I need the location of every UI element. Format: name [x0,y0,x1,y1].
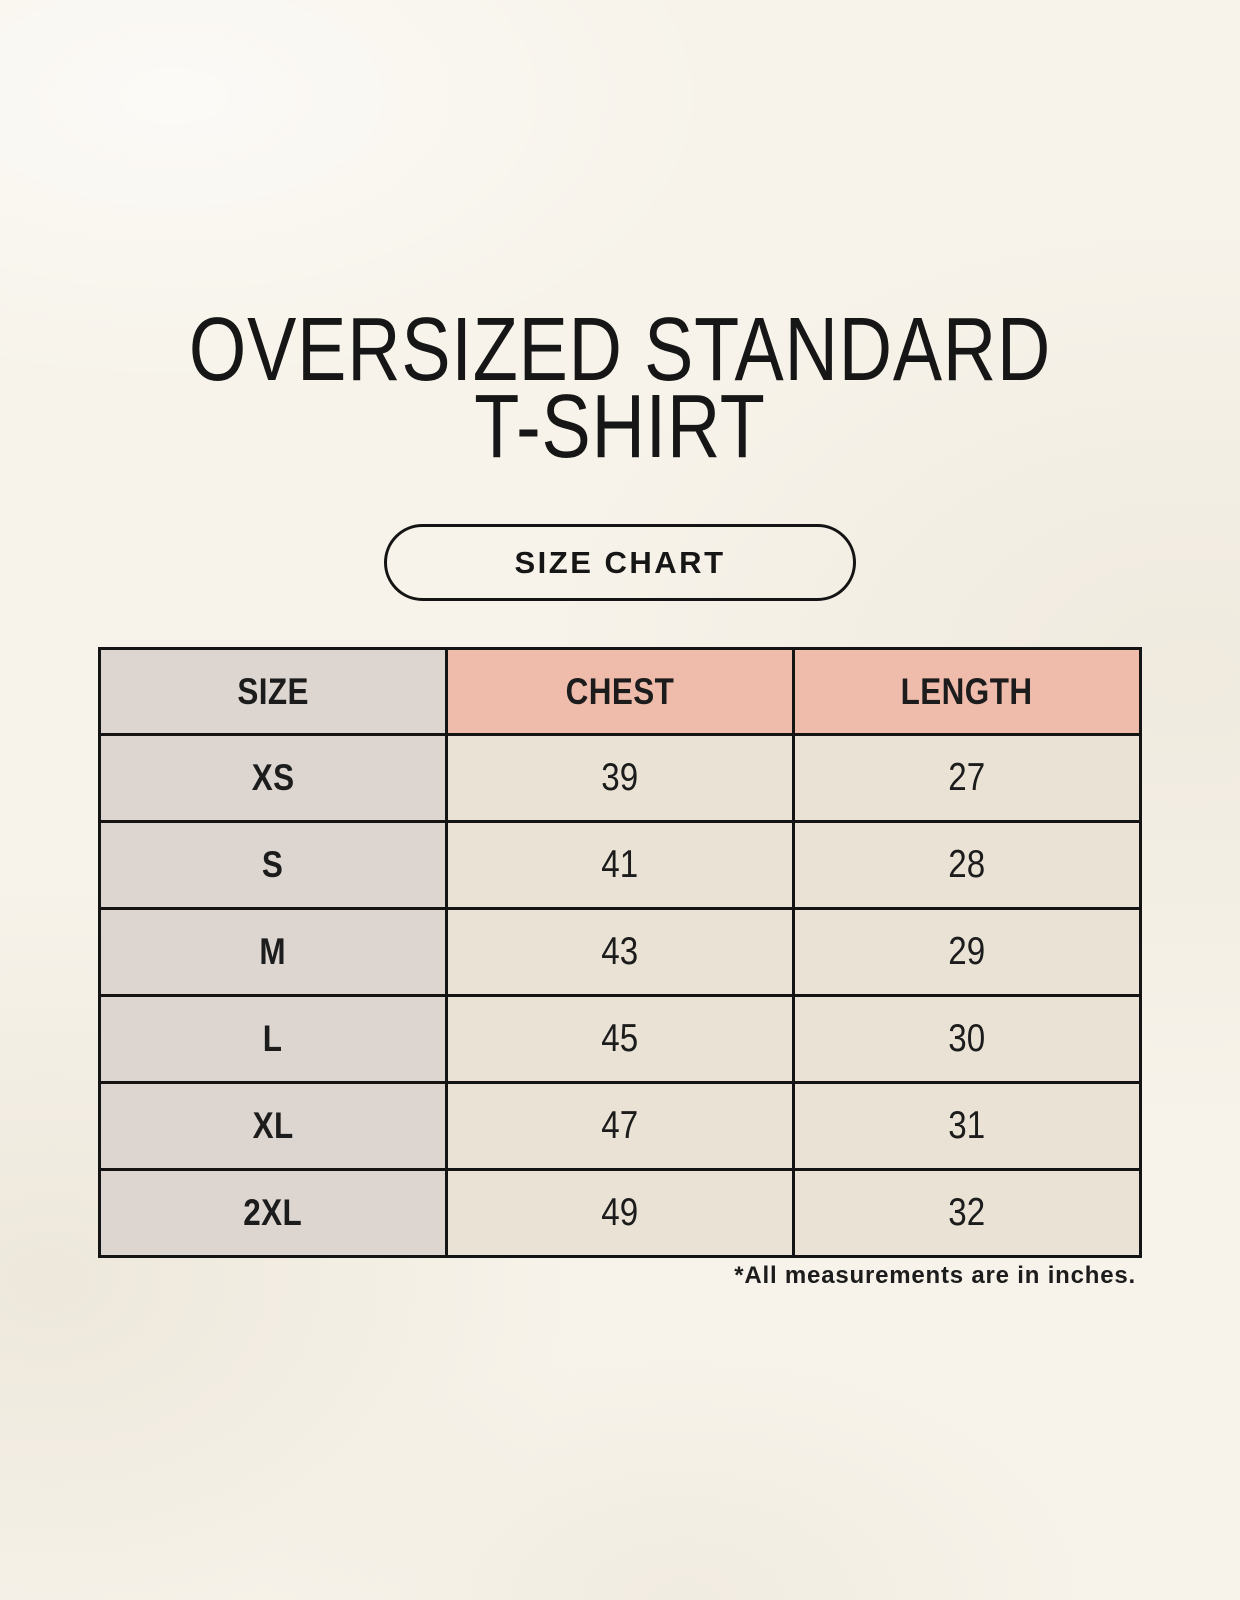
table-row-l: L 45 30 [98,994,1142,1084]
chest-cell-value: 47 [601,1104,639,1147]
length-cell-value: 31 [948,1104,986,1147]
chest-cell: 43 [445,907,795,997]
length-cell-value: 27 [948,756,986,799]
table-row-2xl: 2XL 49 32 [98,1168,1142,1258]
chest-cell-value: 45 [601,1017,639,1060]
chest-cell: 47 [445,1081,795,1171]
chest-cell-value: 39 [601,756,639,799]
length-cell: 30 [792,994,1142,1084]
size-cell-label: XL [252,1105,294,1146]
chest-cell-value: 49 [601,1191,639,1234]
length-cell: 27 [792,733,1142,823]
size-cell: XS [98,733,448,823]
table-header-row: SIZE CHEST LENGTH [98,647,1142,736]
size-cell-label: 2XL [243,1192,303,1233]
size-chart-table: SIZE CHEST LENGTH XS 39 27 S 41 28 [98,647,1142,1258]
size-chart-button[interactable]: SIZE CHART [384,524,856,601]
page-title-line2: T-SHIRT [474,377,766,477]
page-title: OVERSIZED STANDARD T-SHIRT [112,300,1129,477]
table-row-m: M 43 29 [98,907,1142,997]
column-header-length: LENGTH [792,647,1142,736]
column-header-length-label: LENGTH [901,670,1033,712]
chest-cell: 41 [445,820,795,910]
table-row-s: S 41 28 [98,820,1142,910]
size-cell-label: XS [251,757,295,798]
size-cell: M [98,907,448,997]
column-header-size: SIZE [98,647,448,736]
size-cell: S [98,820,448,910]
length-cell: 31 [792,1081,1142,1171]
length-cell-value: 32 [948,1191,986,1234]
chest-cell-value: 43 [601,930,639,973]
page-title-line1: OVERSIZED STANDARD [188,300,1052,400]
chest-cell: 49 [445,1168,795,1258]
column-header-chest: CHEST [445,647,795,736]
column-header-size-label: SIZE [237,670,309,712]
length-cell-value: 29 [948,930,986,973]
chest-cell: 39 [445,733,795,823]
length-cell: 28 [792,820,1142,910]
size-cell-label: S [262,844,284,885]
length-cell: 32 [792,1168,1142,1258]
length-cell-value: 30 [948,1017,986,1060]
column-header-chest-label: CHEST [565,670,675,712]
table-row-xs: XS 39 27 [98,733,1142,823]
size-cell: 2XL [98,1168,448,1258]
length-cell-value: 28 [948,843,986,886]
table-row-xl: XL 47 31 [98,1081,1142,1171]
chest-cell: 45 [445,994,795,1084]
measurements-footnote: *All measurements are in inches. [734,1262,1136,1289]
size-cell-label: L [263,1018,283,1059]
size-cell: XL [98,1081,448,1171]
size-chart-button-label: SIZE CHART [514,544,726,580]
chest-cell-value: 41 [601,843,639,886]
size-cell-label: M [259,931,287,972]
length-cell: 29 [792,907,1142,997]
size-cell: L [98,994,448,1084]
